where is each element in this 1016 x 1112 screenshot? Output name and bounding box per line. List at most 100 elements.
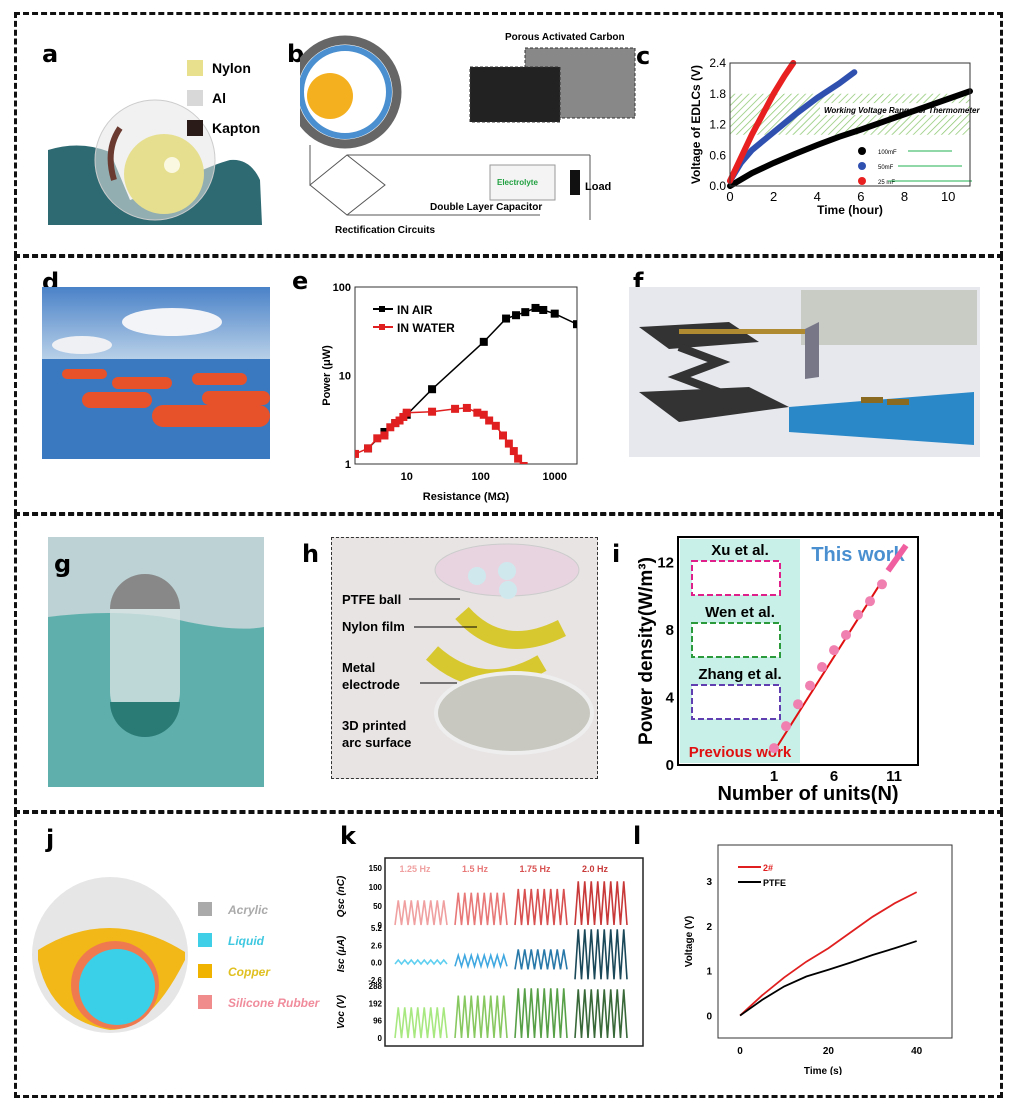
legend-liquid: Liquid [228,934,265,948]
panel-label-e: e [292,267,309,295]
panel-label-l: l [633,822,642,850]
y-tick-label: 1.8 [709,87,726,101]
data-point [451,404,460,413]
x-tick-label: 0 [726,189,733,204]
platform [639,322,759,349]
y-tick-label: 1 [345,459,351,471]
chart-i: Xu et al. Wen et al. Zhang et al. Previous … [636,536,919,805]
chart-e: IN AIR IN WATER 10 100 1000 1 10 100 Resistance … [321,282,578,503]
y-tick-label: 4 [666,689,675,706]
capacitor [489,164,556,201]
data-point [817,662,827,673]
data-point [391,419,400,428]
data-point [550,309,559,318]
legend-swatch-nylon [187,60,203,76]
y-tick-label: 50 [373,902,382,911]
plot-frame [677,536,919,766]
y-tick-label: 2.4 [709,56,726,70]
previous-work-thumbnail [691,684,781,720]
load-label: Load [585,181,611,193]
x-tick-label: 10 [941,189,955,204]
fit-line [773,580,883,753]
signal-trace [454,892,508,926]
legend-marker [858,177,866,185]
water-tank [789,392,974,445]
series-line-25mF [727,60,797,184]
data-point [539,305,548,314]
data-point [504,439,513,448]
panel-f-setup [629,287,980,457]
buoy [82,392,152,408]
legend-label: 25 mF [878,180,895,186]
panel-g-device [48,537,264,787]
legend-swatch-al [187,90,203,106]
signal-trace [454,995,508,1039]
label-nylon-film: Nylon film [342,619,405,634]
buoy [202,391,270,405]
y-axis-label: Isc (μA) [336,935,347,972]
data-point [877,579,887,590]
data-point [479,410,488,419]
data-point [865,596,875,607]
y-tick-label: 0 [378,921,383,930]
liquid-core [79,949,155,1025]
signal-trace [574,929,628,980]
cloud [122,308,222,336]
y-axis-label: Power (μW) [321,345,333,406]
panel-d-photo [42,287,270,459]
frequency-label: 1.75 Hz [519,864,551,874]
panel-h-exploded-view: PTFE ball Nylon film Metal electrode 3D … [342,543,594,755]
previous-work-thumbnail [691,560,781,596]
cloud [52,336,112,354]
data-point [473,408,482,417]
y-tick-label: -2.6 [368,976,382,985]
legend-al: Al [212,90,226,106]
data-point [402,408,411,417]
y-tick-label: 100 [333,282,351,294]
x-tick-label: 11 [886,768,902,785]
legend-acrylic: Acrylic [227,903,268,917]
legend-swatch-kapton [187,120,203,136]
x-tick-label: 2 [770,189,777,204]
ball [307,73,353,119]
data-point [499,431,507,440]
plot-frame [717,844,953,1039]
y-tick-label: 192 [369,999,383,1008]
signal-trace [574,989,628,1039]
legend-marker [858,147,866,155]
panel-a-illustration: Nylon Al Kapton [48,60,262,225]
data-point [841,629,851,640]
label-ptfe-ball: PTFE ball [342,592,401,607]
data-point [781,721,791,732]
annotation: Working Voltage Range for Thermometer [824,106,980,115]
panel-label-f: f [633,268,644,296]
label-metal: Metal [342,660,375,675]
data-point [512,311,521,320]
capacitor-label: Double Layer Capacitor [430,202,542,213]
y-tick-label: 100 [369,883,383,892]
signal-trace [394,900,448,926]
y-tick-label: 96 [373,1017,382,1026]
y-tick-label: 2 [706,922,712,933]
y-tick-label: 1.2 [709,118,726,132]
signal-trace [454,952,508,970]
panel-label-k: k [340,822,356,850]
signal-trace [514,888,568,926]
data-point [514,454,523,463]
data-point [380,431,389,440]
buoy [112,377,172,389]
electrode-ring [300,45,392,139]
electrode-upper [455,606,567,649]
rectification-label: Rectification Circuits [335,225,435,236]
y-axis-label: Voc (V) [336,994,347,1029]
kapton-strip [107,126,123,181]
device [861,397,883,403]
trend-arrow [885,543,909,573]
electrolyte-label: Electrolyte [497,178,538,187]
x-tick-label: 10 [401,471,413,483]
y-tick-label: 0.0 [709,179,726,193]
data-point [793,699,803,710]
data-point [805,680,815,691]
y-tick-label: 0.6 [709,148,726,162]
data-point [485,416,494,425]
